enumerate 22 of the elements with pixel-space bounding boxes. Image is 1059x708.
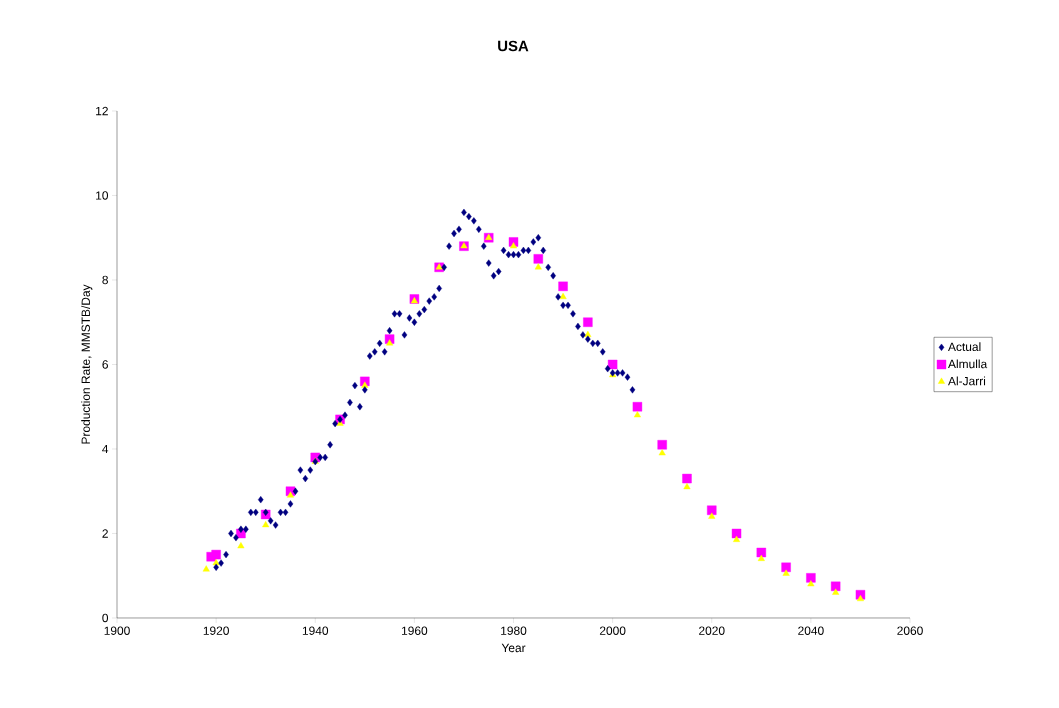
y-tick-label: 2: [102, 529, 108, 538]
y-tick-label: 0: [102, 613, 109, 623]
y-tick-label: 8: [102, 275, 108, 285]
x-tick-label: 1940: [302, 626, 329, 635]
legend-label: Almulla: [948, 359, 988, 369]
x-axis-title: Year: [501, 643, 526, 653]
y-tick-label: 6: [102, 360, 108, 369]
x-tick-label: 1960: [401, 626, 428, 635]
x-tick-label: 2000: [599, 626, 626, 635]
x-tick-label: 2020: [699, 626, 725, 635]
x-tick-label: 1980: [501, 626, 527, 635]
y-tick-label: 4: [102, 444, 109, 454]
x-tick-label: 1920: [203, 626, 229, 635]
x-tick-label: 2060: [897, 626, 923, 635]
legend-label: Al-Jarri: [948, 376, 986, 386]
legend-label: Actual: [948, 342, 981, 352]
x-tick-label: 1900: [104, 626, 130, 635]
chart-title: USA: [498, 40, 529, 52]
y-axis-title: Production Rate, MMSTB/Day: [81, 284, 93, 444]
y-tick-label: 12: [96, 106, 108, 116]
x-tick-label: 2040: [798, 626, 824, 635]
y-tick-label: 10: [96, 191, 109, 200]
